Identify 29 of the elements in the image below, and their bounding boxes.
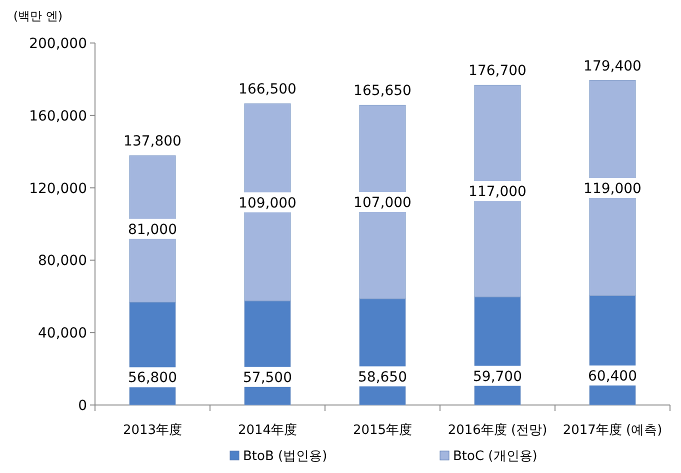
- y-tick-label: 160,000: [29, 108, 87, 124]
- y-tick-label: 200,000: [29, 36, 87, 52]
- data-label: 57,500: [243, 370, 292, 386]
- y-axis-title: (백만 엔): [13, 9, 63, 23]
- data-label: 59,700: [473, 368, 522, 385]
- legend-label: BtoC (개인용): [453, 449, 538, 464]
- x-tick-label: 2013年度: [122, 422, 182, 438]
- data-label: 56,800: [128, 370, 177, 386]
- legend-label: BtoB (법인용): [243, 449, 328, 464]
- x-tick-label: 2017年度 (예측): [562, 422, 662, 438]
- data-label: 60,400: [588, 368, 637, 384]
- data-label: 119,000: [584, 180, 642, 197]
- y-tick-label: 80,000: [38, 253, 87, 270]
- total-label: 166,500: [238, 82, 296, 98]
- x-tick-label: 2016年度 (전망): [448, 422, 548, 438]
- data-label: 107,000: [354, 195, 412, 212]
- data-label: 109,000: [238, 195, 296, 212]
- x-tick-label: 2015年度: [352, 422, 412, 438]
- y-tick-label: 120,000: [29, 180, 87, 197]
- total-label: 137,800: [124, 134, 182, 150]
- data-label: 117,000: [468, 184, 526, 200]
- x-tick-label: 2014年度: [238, 422, 298, 438]
- y-tick-label: 0: [78, 398, 87, 414]
- total-label: 179,400: [584, 58, 642, 74]
- data-label: 81,000: [128, 222, 177, 238]
- y-tick-label: 40,000: [38, 326, 87, 342]
- total-label: 165,650: [354, 83, 412, 100]
- total-label: 176,700: [468, 63, 526, 80]
- data-label: 58,650: [358, 369, 407, 386]
